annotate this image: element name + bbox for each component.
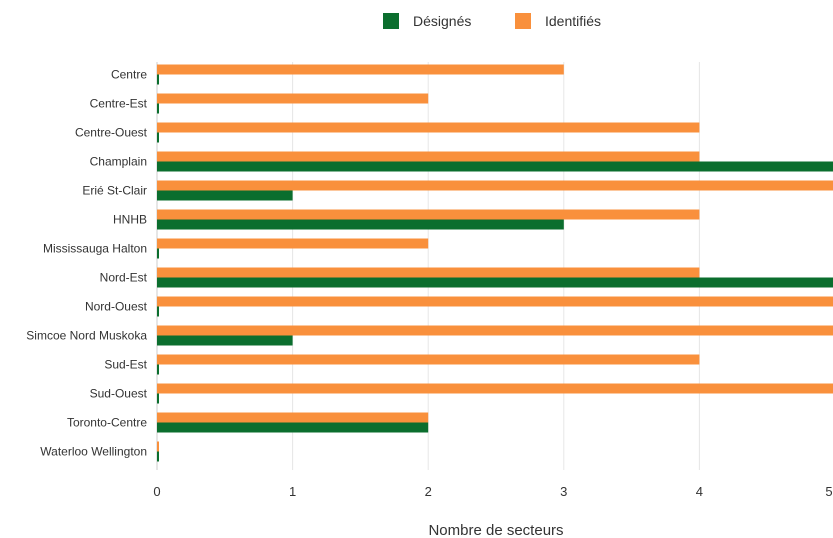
bar-designes xyxy=(157,364,159,375)
category-label: Centre-Ouest xyxy=(75,126,148,140)
bar-identifies xyxy=(157,296,833,307)
bars xyxy=(157,64,833,462)
bar-designes xyxy=(157,393,159,404)
category-label: HNHB xyxy=(113,213,147,227)
bar-designes xyxy=(157,190,293,201)
bar-identifies xyxy=(157,412,429,423)
bar-designes xyxy=(157,161,833,172)
bar-identifies xyxy=(157,238,429,249)
bar-designes xyxy=(157,103,159,114)
category-labels: Centre Centre-Est Centre-Ouest Champlain Eri… xyxy=(26,68,147,459)
x-axis-title: Nombre de secteurs xyxy=(428,522,563,538)
category-label: Sud-Est xyxy=(104,358,147,372)
bar-identifies xyxy=(157,383,833,394)
category-label: Nord-Ouest xyxy=(85,300,148,314)
legend-item-identifies[interactable]: Identifiés xyxy=(515,10,601,32)
bar-designes xyxy=(157,74,159,85)
bar-designes xyxy=(157,306,159,317)
legend-label-designes: Désignés xyxy=(413,13,472,29)
category-label: Nord-Est xyxy=(100,271,148,285)
x-tick-label: 4 xyxy=(696,484,703,499)
bar-designes xyxy=(157,219,564,230)
legend-label-identifies: Identifiés xyxy=(545,13,602,29)
bar-identifies xyxy=(157,325,833,336)
category-label: Simcoe Nord Muskoka xyxy=(26,329,147,343)
bar-identifies xyxy=(157,209,700,220)
bar-designes xyxy=(157,277,833,288)
bar-designes xyxy=(157,248,159,259)
bar-identifies xyxy=(157,354,700,365)
legend: Désignés Identifiés xyxy=(0,10,833,32)
bar-identifies xyxy=(157,441,159,452)
category-label: Waterloo Wellington xyxy=(40,445,147,459)
bar-identifies xyxy=(157,267,700,278)
legend-swatch-designes xyxy=(383,13,399,29)
legend-swatch-identifies xyxy=(515,13,531,29)
category-label: Erié St-Clair xyxy=(82,184,147,198)
category-label: Champlain xyxy=(90,155,147,169)
x-tick-label: 0 xyxy=(153,484,160,499)
bar-designes xyxy=(157,451,159,462)
category-label: Centre xyxy=(111,68,147,82)
category-label: Mississauga Halton xyxy=(43,242,147,256)
legend-item-designes[interactable]: Désignés xyxy=(383,10,471,32)
x-tick-label: 1 xyxy=(289,484,296,499)
bar-identifies xyxy=(157,122,700,133)
bar-identifies xyxy=(157,64,564,75)
category-label: Centre-Est xyxy=(90,97,148,111)
bar-identifies xyxy=(157,93,429,104)
bar-designes xyxy=(157,422,429,433)
x-tick-label: 5 xyxy=(825,484,832,499)
bar-designes xyxy=(157,335,293,346)
category-label: Toronto-Centre xyxy=(67,416,147,430)
x-tick-label: 3 xyxy=(560,484,567,499)
x-tick-label: 2 xyxy=(425,484,432,499)
category-label: Sud-Ouest xyxy=(90,387,148,401)
x-tick-labels: 0 1 2 3 4 5 xyxy=(153,484,832,499)
bar-designes xyxy=(157,132,159,143)
bar-identifies xyxy=(157,180,833,191)
bar-identifies xyxy=(157,151,700,162)
